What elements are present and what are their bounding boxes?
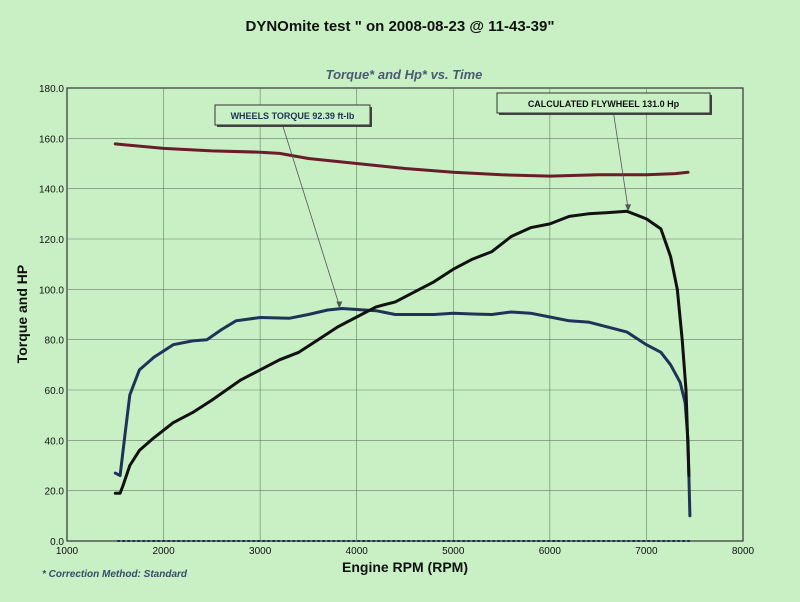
- y-tick-label: 140.0: [39, 185, 64, 196]
- y-tick-label: 80.0: [45, 336, 65, 347]
- annotation-arrowhead: [625, 204, 632, 212]
- y-tick-label: 40.0: [45, 436, 65, 447]
- wheels-torque-line: [113, 307, 692, 518]
- y-tick-label: 120.0: [39, 235, 64, 246]
- annotation-label: CALCULATED FLYWHEEL 131.0 Hp: [528, 99, 680, 109]
- x-axis-label: Engine RPM (RPM): [342, 559, 468, 575]
- x-tick-label: 4000: [346, 546, 369, 557]
- page-title: DYNOmite test " on 2008-08-23 @ 11-43-39…: [245, 18, 555, 35]
- y-tick-label: 0.0: [50, 537, 64, 548]
- x-tick-label: 1000: [56, 546, 79, 557]
- x-tick-label: 6000: [539, 546, 562, 557]
- x-tick-label: 8000: [732, 546, 755, 557]
- annotations: WHEELS TORQUE 92.39 ft-lb CALCULATED FLYW…: [214, 92, 712, 309]
- annotation-leader: [282, 124, 340, 306]
- y-tick-label: 160.0: [39, 134, 64, 145]
- correction-method-note: * Correction Method: Standard: [42, 569, 188, 580]
- x-tick-label: 5000: [442, 546, 465, 557]
- y-tick-label: 60.0: [45, 386, 65, 397]
- annotation-label: WHEELS TORQUE 92.39 ft-lb: [231, 111, 355, 121]
- x-tick-label: 7000: [635, 546, 658, 557]
- series-lines: [113, 142, 692, 542]
- gridlines: [67, 88, 743, 541]
- y-tick-label: 20.0: [45, 487, 65, 498]
- hp-top-line: [113, 142, 690, 178]
- x-tick-label: 2000: [152, 546, 175, 557]
- tick-labels: 1000 2000 3000 4000 5000 6000 7000 8000 0.0 20.0 4…: [39, 84, 755, 557]
- x-tick-label: 3000: [249, 546, 272, 557]
- flywheel-hp-line: [113, 209, 691, 495]
- annotation-arrowhead: [336, 301, 343, 309]
- chart-title: Torque* and Hp* vs. Time: [326, 67, 483, 82]
- annotation-box: [496, 92, 711, 114]
- annotation-leader: [613, 112, 629, 209]
- y-axis-label: Torque and HP: [14, 265, 30, 364]
- y-tick-label: 100.0: [39, 285, 64, 296]
- y-tick-label: 180.0: [39, 84, 64, 95]
- annotation-box: [214, 104, 371, 126]
